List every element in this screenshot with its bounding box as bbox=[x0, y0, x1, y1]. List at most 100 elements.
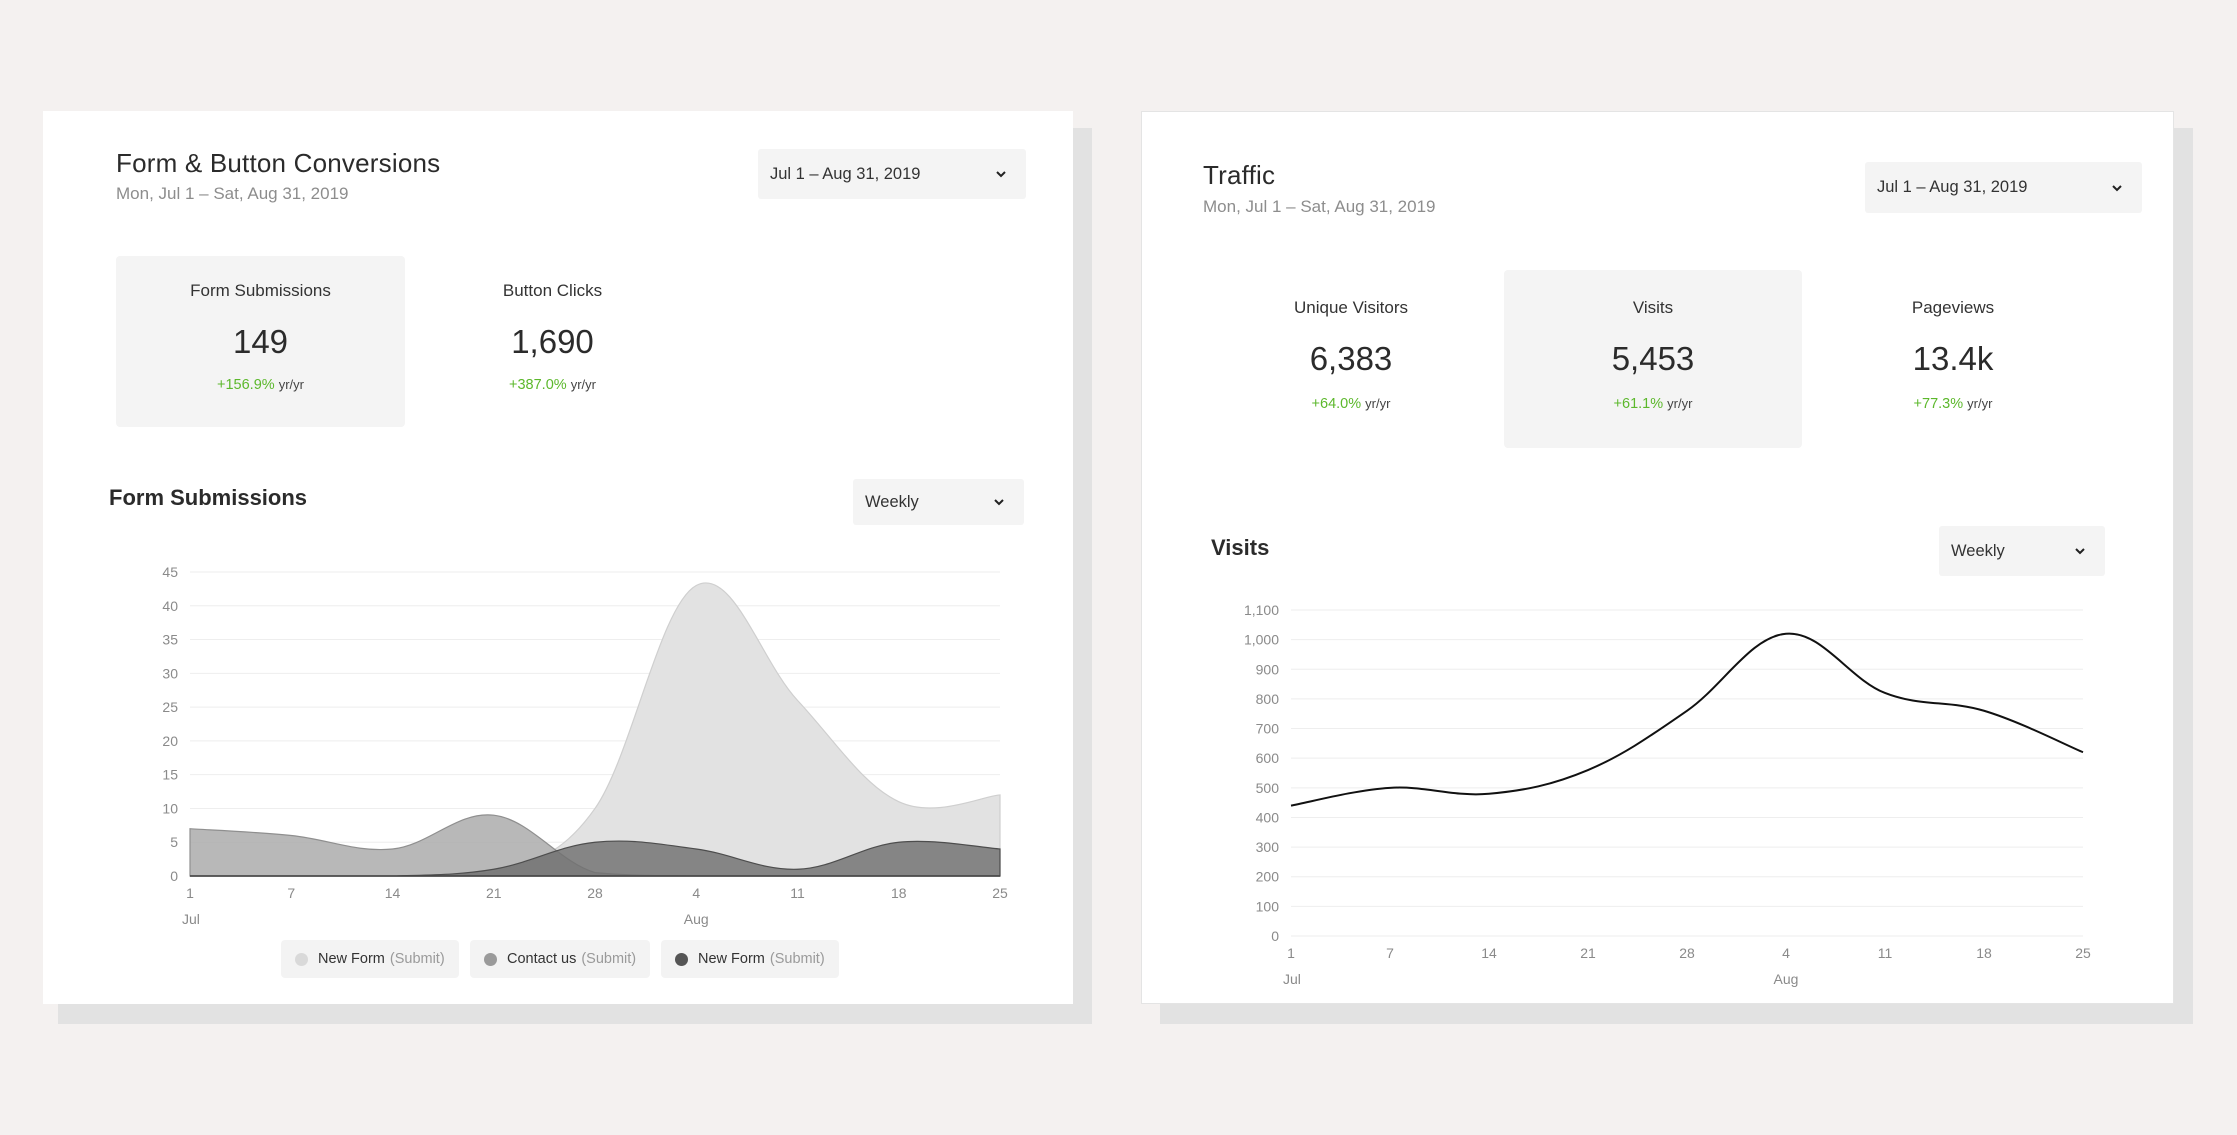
date-range-value: Jul 1 – Aug 31, 2019 bbox=[770, 164, 921, 183]
legend-item-new-form-1[interactable]: New Form (Submit) bbox=[281, 940, 459, 978]
y-tick-label: 200 bbox=[1256, 869, 1280, 885]
y-tick-label: 800 bbox=[1256, 691, 1280, 707]
x-tick-label: 4 bbox=[1782, 945, 1790, 961]
interval-value: Weekly bbox=[1951, 541, 2005, 560]
x-tick-label: 18 bbox=[1976, 945, 1992, 961]
change-unit: yr/yr bbox=[1365, 396, 1391, 411]
y-tick-label: 500 bbox=[1256, 780, 1280, 796]
chevron-down-icon bbox=[994, 499, 1004, 506]
form-submissions-chart: 0 5 10 15 20 25 30 35 40 45 1 7 14 21 28 4 11 18 25 Jul Aug bbox=[162, 564, 1008, 927]
chevron-down-icon bbox=[996, 171, 1006, 178]
y-tick-label: 300 bbox=[1256, 839, 1280, 855]
metric-value: 6,383 bbox=[1309, 340, 1393, 377]
metric-value: 5,453 bbox=[1611, 340, 1695, 377]
change-percent: +77.3% bbox=[1913, 396, 1964, 412]
card-title: Form & Button Conversions bbox=[116, 148, 441, 178]
legend-item-contact-us[interactable]: Contact us (Submit) bbox=[470, 940, 651, 978]
legend-swatch bbox=[484, 952, 497, 966]
date-range-value: Jul 1 – Aug 31, 2019 bbox=[1877, 178, 2028, 196]
x-tick-label: 1 bbox=[1287, 945, 1295, 961]
area-series-1 bbox=[189, 582, 1001, 877]
x-tick-label: 18 bbox=[891, 885, 907, 901]
date-range-dropdown[interactable]: Jul 1 – Aug 31, 2019 bbox=[758, 149, 1026, 199]
y-tick-label: 0 bbox=[170, 868, 178, 884]
y-tick-label: 900 bbox=[1256, 661, 1280, 677]
x-tick-label: 4 bbox=[692, 885, 700, 901]
y-tick-label: 25 bbox=[162, 699, 178, 715]
y-tick-label: 30 bbox=[162, 665, 178, 681]
x-tick-label: 14 bbox=[1481, 945, 1497, 961]
metric-change: +156.9% yr/yr bbox=[116, 377, 405, 393]
x-tick-label: 11 bbox=[790, 885, 805, 901]
legend-suffix: (Submit) bbox=[389, 951, 445, 967]
metric-value: 13.4k bbox=[1912, 340, 1994, 377]
interval-dropdown[interactable]: Weekly bbox=[1939, 526, 2105, 576]
x-tick-label: 21 bbox=[486, 885, 502, 901]
y-tick-label: 15 bbox=[162, 767, 178, 783]
chevron-down-icon bbox=[2112, 184, 2122, 191]
x-tick-label: 7 bbox=[1386, 945, 1394, 961]
metric-label: Pageviews bbox=[1911, 298, 1995, 317]
metric-visits[interactable]: Visits 5,453 +61.1% yr/yr bbox=[1504, 270, 1802, 448]
x-tick-label: 14 bbox=[385, 885, 401, 901]
legend-label: New Form bbox=[698, 951, 765, 967]
month-label: Jul bbox=[182, 911, 200, 927]
y-tick-label: 10 bbox=[162, 800, 178, 816]
month-label: Jul bbox=[1283, 971, 1301, 987]
x-tick-label: 25 bbox=[2075, 945, 2091, 961]
x-tick-label: 28 bbox=[1679, 945, 1695, 961]
metric-pageviews[interactable]: Pageviews 13.4k +77.3% yr/yr bbox=[1804, 270, 2102, 448]
metric-change: +387.0% yr/yr bbox=[408, 377, 697, 393]
interval-value: Weekly bbox=[865, 492, 919, 511]
y-tick-label: 1,000 bbox=[1244, 632, 1279, 648]
y-tick-label: 45 bbox=[162, 564, 178, 580]
metric-change: +77.3% yr/yr bbox=[1804, 396, 2102, 412]
month-label: Aug bbox=[1774, 971, 1799, 987]
card-subtitle: Mon, Jul 1 – Sat, Aug 31, 2019 bbox=[1203, 197, 1436, 216]
x-tick-label: 21 bbox=[1580, 945, 1596, 961]
legend-label: New Form bbox=[318, 951, 385, 967]
y-tick-label: 35 bbox=[162, 632, 178, 648]
y-tick-label: 0 bbox=[1271, 928, 1279, 944]
change-percent: +61.1% bbox=[1613, 396, 1664, 412]
legend-swatch bbox=[295, 952, 308, 966]
y-tick-label: 5 bbox=[170, 834, 178, 850]
metric-label: Button Clicks bbox=[502, 281, 603, 300]
y-tick-label: 600 bbox=[1256, 750, 1280, 766]
change-percent: +387.0% bbox=[509, 377, 567, 393]
chart-title: Visits bbox=[1211, 535, 1270, 560]
visits-line bbox=[1290, 632, 2084, 807]
x-tick-label: 25 bbox=[992, 885, 1008, 901]
metric-value: 1,690 bbox=[511, 323, 594, 360]
y-tick-label: 40 bbox=[162, 598, 178, 614]
card-subtitle: Mon, Jul 1 – Sat, Aug 31, 2019 bbox=[116, 184, 349, 203]
y-tick-label: 20 bbox=[162, 733, 178, 749]
y-tick-label: 1,100 bbox=[1244, 602, 1279, 618]
traffic-card: Traffic Mon, Jul 1 – Sat, Aug 31, 2019 J… bbox=[1141, 111, 2174, 1004]
change-unit: yr/yr bbox=[1967, 396, 1993, 411]
y-tick-label: 700 bbox=[1256, 721, 1280, 737]
x-tick-label: 28 bbox=[587, 885, 603, 901]
metric-form-submissions[interactable]: Form Submissions 149 +156.9% yr/yr bbox=[116, 256, 405, 427]
x-tick-label: 1 bbox=[186, 885, 194, 901]
metric-label: Unique Visitors bbox=[1293, 298, 1409, 317]
metric-label: Form Submissions bbox=[190, 281, 331, 300]
metric-button-clicks[interactable]: Button Clicks 1,690 +387.0% yr/yr bbox=[408, 256, 697, 427]
change-percent: +156.9% bbox=[217, 377, 275, 393]
x-tick-label: 11 bbox=[1878, 945, 1893, 961]
legend-suffix: (Submit) bbox=[581, 951, 637, 967]
metric-label: Visits bbox=[1632, 298, 1674, 317]
interval-dropdown[interactable]: Weekly bbox=[853, 479, 1024, 525]
y-tick-label: 100 bbox=[1256, 898, 1280, 914]
legend-item-new-form-2[interactable]: New Form (Submit) bbox=[661, 940, 839, 978]
change-percent: +64.0% bbox=[1311, 396, 1362, 412]
chart-title: Form Submissions bbox=[109, 485, 308, 510]
date-range-dropdown[interactable]: Jul 1 – Aug 31, 2019 bbox=[1865, 162, 2142, 213]
legend-label: Contact us bbox=[507, 951, 577, 967]
metric-change: +64.0% yr/yr bbox=[1202, 396, 1500, 412]
y-tick-label: 400 bbox=[1256, 809, 1280, 825]
legend-suffix: (Submit) bbox=[769, 951, 825, 967]
metric-unique-visitors[interactable]: Unique Visitors 6,383 +64.0% yr/yr bbox=[1202, 270, 1500, 448]
change-unit: yr/yr bbox=[1667, 396, 1693, 411]
month-label: Aug bbox=[684, 911, 709, 927]
